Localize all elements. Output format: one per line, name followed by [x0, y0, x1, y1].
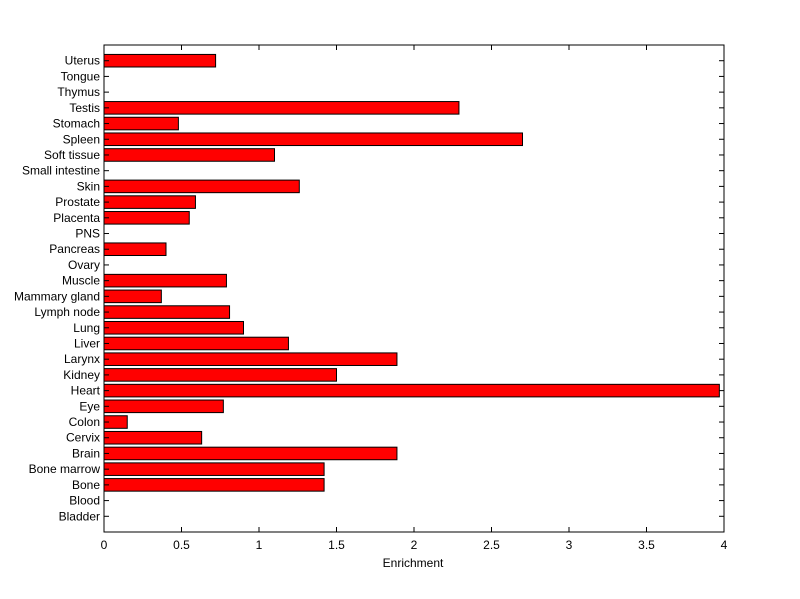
bar-spleen — [103, 132, 523, 147]
y-tick-label: Eye — [79, 399, 100, 413]
y-tick-label: Lymph node — [34, 305, 100, 319]
bar-soft-tissue — [103, 148, 275, 162]
bar-liver — [103, 336, 289, 351]
x-tick-label: 2 — [411, 538, 418, 552]
y-tick-label: PNS — [75, 227, 100, 241]
y-tick-label: Colon — [69, 415, 100, 429]
x-tick-label: 2.5 — [483, 538, 500, 552]
x-tick-label: 0.5 — [173, 538, 190, 552]
y-tick-label: Cervix — [66, 431, 100, 445]
plot-frame — [103, 44, 725, 533]
y-tick-label: Brain — [72, 446, 100, 460]
bar-prostate — [103, 195, 196, 209]
bar-placenta — [103, 211, 190, 225]
x-tick-label: 3 — [566, 538, 573, 552]
y-tick-label: Blood — [69, 494, 100, 508]
bar-skin — [103, 179, 300, 194]
y-tick-label: Soft tissue — [44, 148, 100, 162]
bar-cervix — [103, 430, 203, 445]
y-tick-label: Bladder — [59, 509, 100, 523]
y-tick-label: Heart — [71, 384, 101, 398]
bar-bone — [103, 478, 325, 492]
y-tick-label: Spleen — [63, 132, 100, 146]
y-tick-label: Tongue — [61, 69, 101, 83]
y-tick-label: Prostate — [55, 195, 100, 209]
y-tick-label: Small intestine — [22, 164, 100, 178]
bar-testis — [103, 101, 460, 115]
bar-uterus — [103, 53, 217, 68]
y-tick-label: Bone marrow — [29, 462, 101, 476]
bar-muscle — [103, 273, 227, 288]
x-axis-label: Enrichment — [383, 556, 444, 570]
y-tick-label: Mammary gland — [14, 289, 100, 303]
x-tick-label: 3.5 — [638, 538, 655, 552]
y-tick-label: Testis — [69, 101, 100, 115]
bar-lung — [103, 320, 244, 335]
y-tick-label: Lung — [73, 321, 100, 335]
y-tick-label: Muscle — [62, 274, 100, 288]
x-tick-label: 1 — [256, 538, 263, 552]
y-tick-label: Kidney — [63, 368, 100, 382]
y-tick-label: Bone — [72, 478, 100, 492]
bar-larynx — [103, 352, 398, 366]
y-tick-label: Uterus — [65, 54, 100, 68]
bar-kidney — [103, 368, 337, 382]
bar-stomach — [103, 116, 179, 131]
y-tick-label: Ovary — [68, 258, 100, 272]
x-tick-label: 4 — [721, 538, 728, 552]
x-ticks-group: 0 0.5 1 1.5 2 2.5 3 3.5 4 — [101, 45, 728, 552]
bar-pancreas — [103, 242, 167, 257]
y-tick-label: Skin — [77, 179, 100, 193]
y-tick-label: Pancreas — [49, 242, 100, 256]
x-tick-label: 0 — [101, 538, 108, 552]
bar-bone-marrow — [103, 462, 325, 476]
y-tick-label: Liver — [74, 336, 100, 350]
bar-heart — [103, 383, 720, 398]
y-tick-label: Stomach — [53, 117, 100, 131]
bar-mammary-gland — [103, 289, 162, 304]
y-tick-label: Thymus — [57, 85, 100, 99]
y-tick-label: Larynx — [64, 352, 100, 366]
y-tick-label: Placenta — [53, 211, 100, 225]
bar-lymph-node — [103, 305, 231, 319]
bar-eye — [103, 399, 224, 414]
x-tick-label: 1.5 — [328, 538, 345, 552]
bar-brain — [103, 446, 398, 461]
